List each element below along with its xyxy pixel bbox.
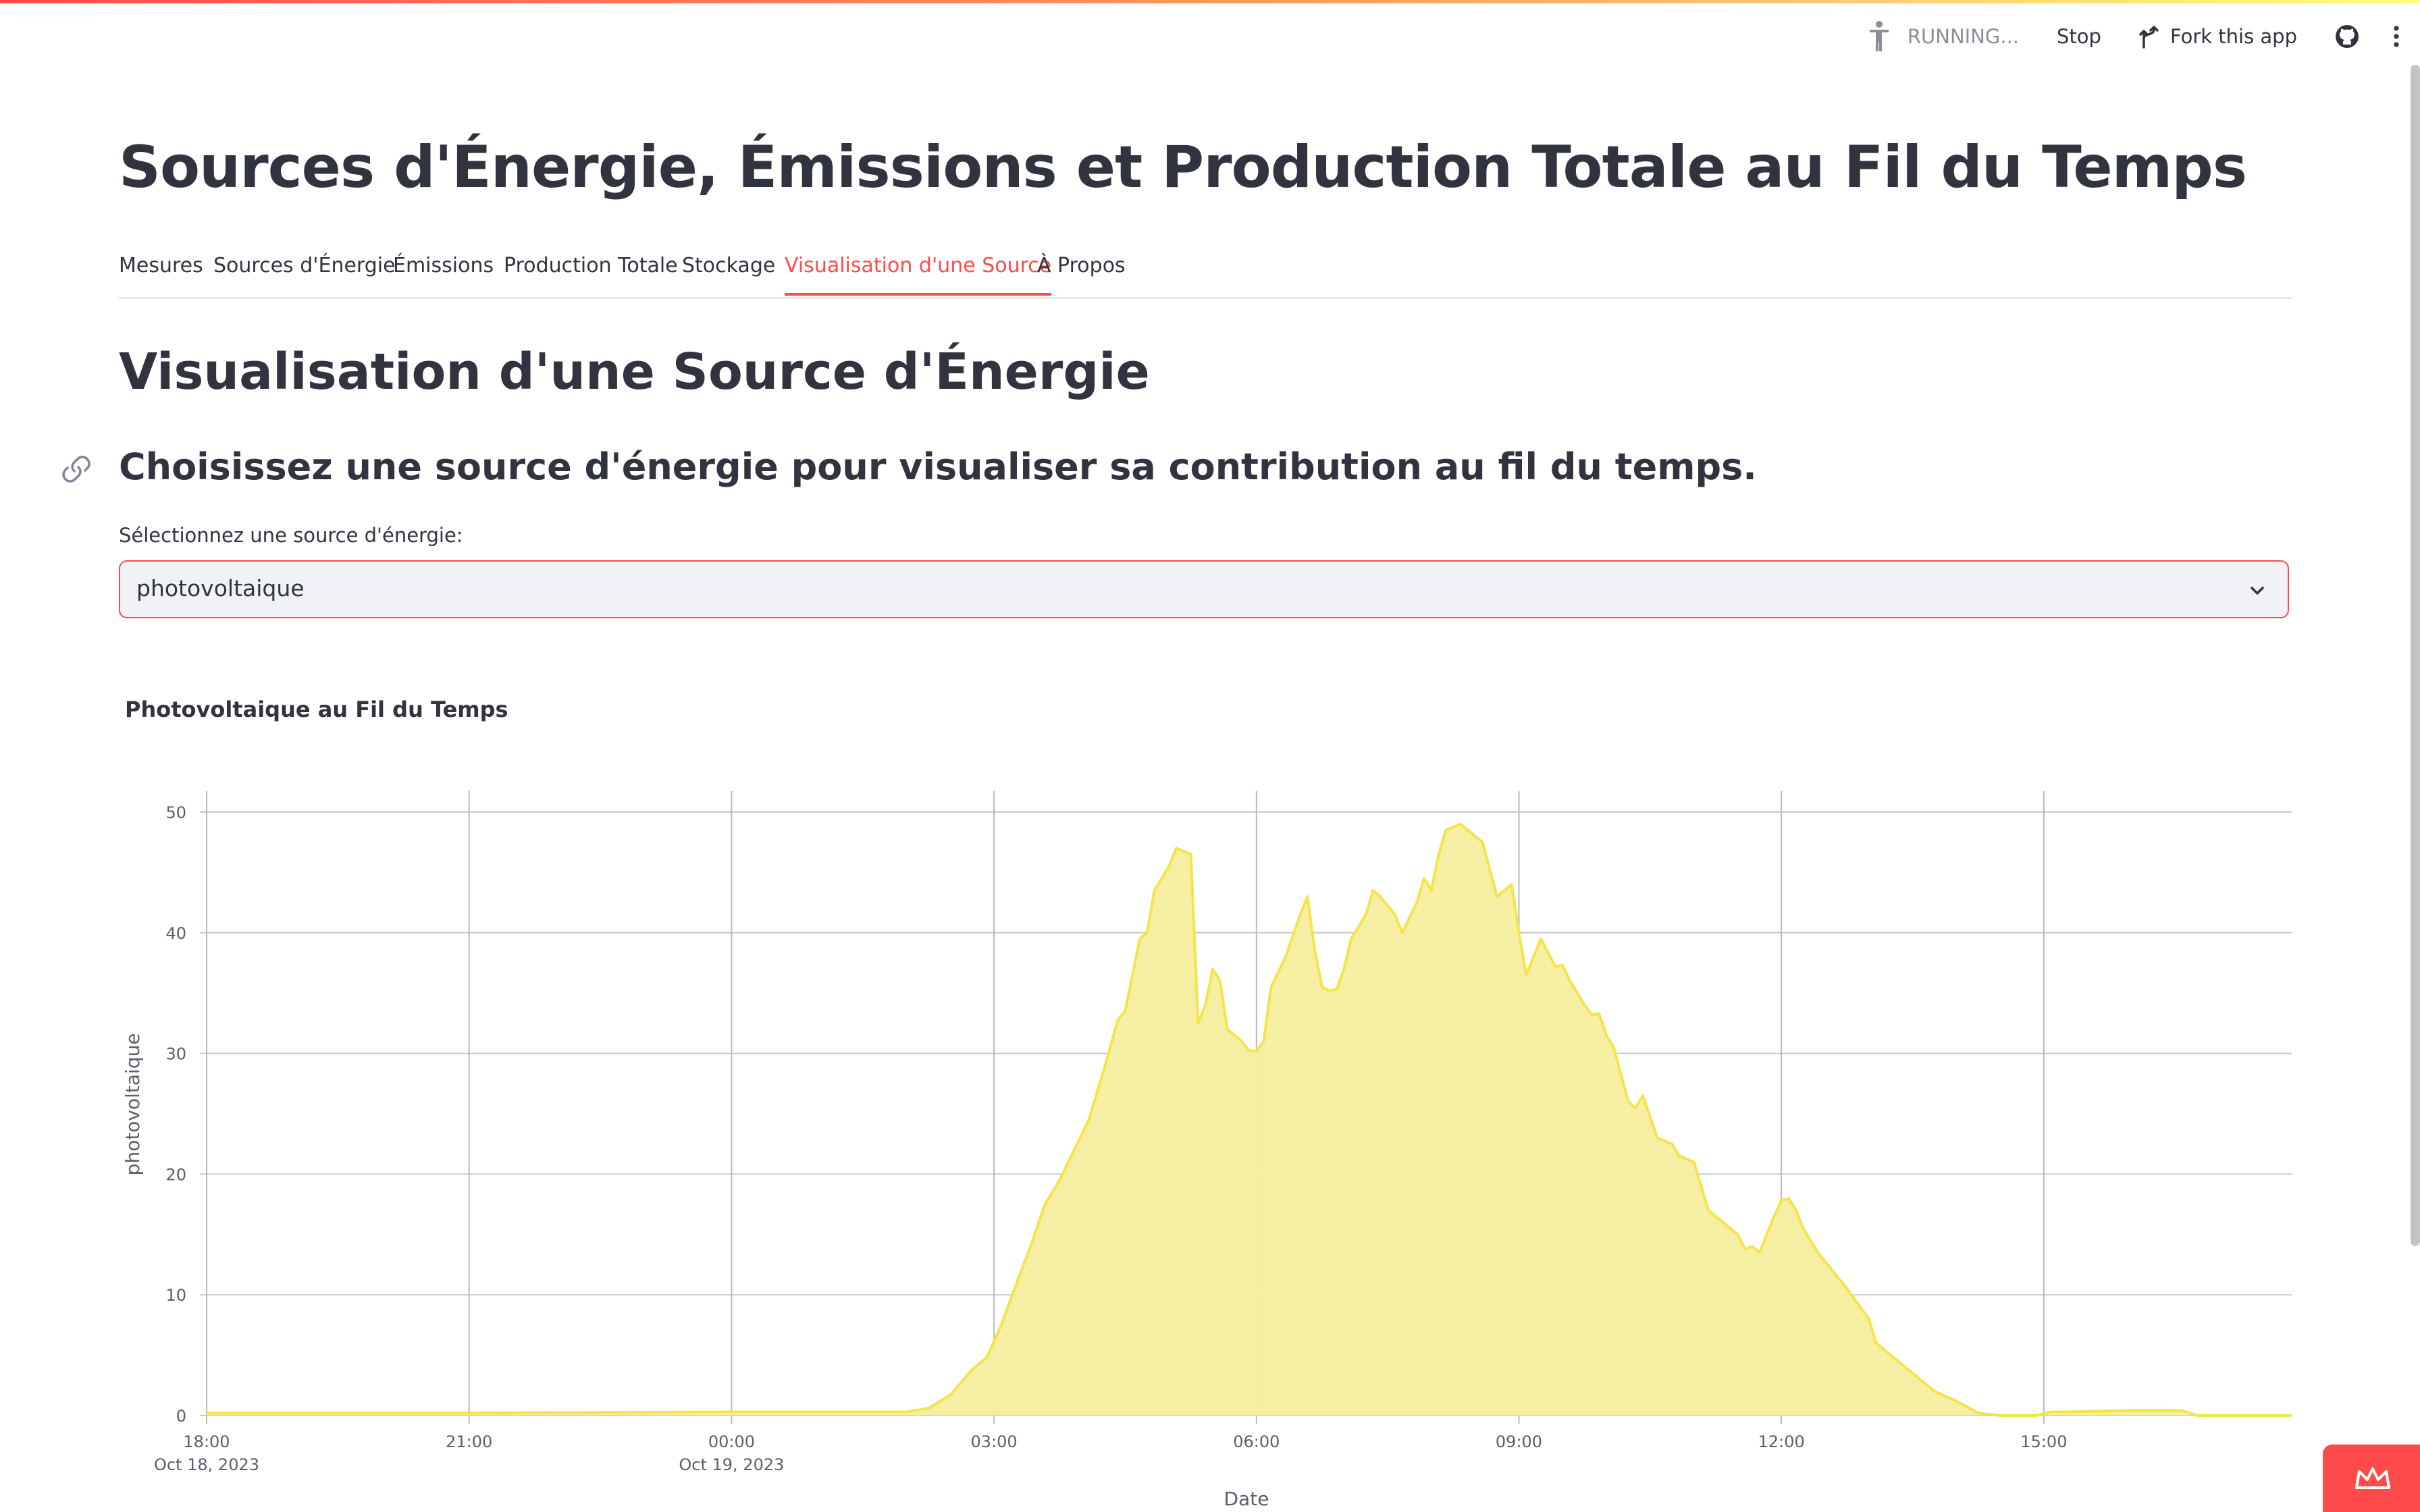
fork-button-label: Fork this app	[2169, 25, 2297, 48]
x-tick-label: 21:00	[446, 1432, 492, 1451]
x-tick-label: 00:00	[708, 1432, 755, 1451]
page-title: Sources d'Énergie, Émissions et Producti…	[119, 134, 2247, 201]
x-tick-label: 12:00	[1758, 1432, 1805, 1451]
energy-source-select[interactable]: photovoltaique	[119, 560, 2289, 618]
top-progress-bar	[0, 0, 2420, 3]
app-toolbar: RUNNING... Stop Fork this app	[1866, 18, 2420, 55]
x-tick-label: 06:00	[1233, 1432, 1280, 1451]
y-tick-label: 40	[165, 924, 186, 943]
photovoltaique-line	[207, 822, 2292, 1417]
y-tick-label: 20	[165, 1165, 186, 1184]
tab-production-totale[interactable]: Production Totale	[504, 254, 678, 277]
deploy-badge[interactable]	[2323, 1444, 2420, 1512]
fork-button[interactable]: Fork this app	[2139, 24, 2297, 49]
tab-stockage[interactable]: Stockage	[682, 254, 776, 277]
y-tick-label: 50	[165, 803, 186, 822]
photovoltaique-area	[207, 824, 2292, 1415]
kebab-menu-icon	[2394, 26, 2399, 47]
y-tick-label: 10	[165, 1286, 186, 1305]
y-tick-label: 0	[176, 1407, 186, 1426]
tab-visualisation[interactable]: Visualisation d'une Source	[785, 246, 1052, 296]
github-icon	[2336, 25, 2359, 48]
tab-emissions[interactable]: Émissions	[393, 254, 494, 277]
y-tick-label: 30	[165, 1045, 186, 1064]
x-tick-label: 03:00	[971, 1432, 1018, 1451]
tab-mesures[interactable]: Mesures	[119, 254, 203, 277]
crown-icon	[2355, 1467, 2390, 1489]
chart-title: Photovoltaique au Fil du Temps	[125, 697, 508, 722]
page-scrollbar[interactable]	[2411, 65, 2420, 1246]
x-axis-title: Date	[1224, 1488, 1269, 1510]
select-value: photovoltaique	[136, 575, 305, 601]
select-label: Sélectionnez une source d'énergie:	[119, 524, 463, 547]
x-tick-sublabel: Oct 18, 2023	[154, 1455, 259, 1474]
running-figure-icon	[1869, 21, 1889, 51]
fork-icon	[2139, 26, 2159, 49]
main-menu-button[interactable]	[2393, 25, 2400, 48]
x-tick-label: 15:00	[2020, 1432, 2067, 1451]
section-title: Visualisation d'une Source d'Énergie	[119, 343, 1150, 401]
stop-button[interactable]: Stop	[2057, 25, 2101, 48]
stop-button-label: Stop	[2057, 25, 2101, 48]
x-tick-sublabel: Oct 19, 2023	[679, 1455, 784, 1474]
x-tick-label: 18:00	[183, 1432, 230, 1451]
github-button[interactable]	[2335, 24, 2359, 49]
section-subheading: Choisissez une source d'énergie pour vis…	[119, 446, 1757, 488]
x-tick-label: 09:00	[1496, 1432, 1542, 1451]
chevron-down-icon	[2251, 587, 2264, 595]
tab-a-propos[interactable]: À Propos	[1037, 254, 1126, 277]
running-status-label: RUNNING...	[1907, 25, 2020, 48]
tab-bar: Mesures Sources d'Énergie Émissions Prod…	[119, 246, 2292, 299]
link-icon[interactable]	[61, 454, 92, 485]
y-axis-title: photovoltaique	[122, 1033, 144, 1176]
running-status: RUNNING...	[1866, 20, 2019, 53]
tab-sources[interactable]: Sources d'Énergie	[213, 254, 396, 277]
